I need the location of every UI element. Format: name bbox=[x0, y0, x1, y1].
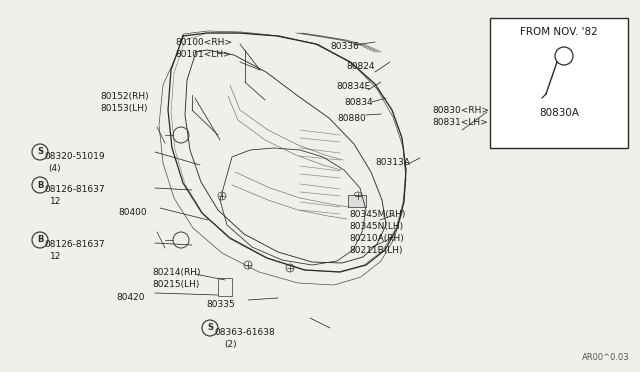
Text: B: B bbox=[37, 180, 43, 189]
Text: 12: 12 bbox=[50, 252, 61, 261]
Text: 80834E: 80834E bbox=[336, 82, 371, 91]
Text: 80830<RH>: 80830<RH> bbox=[432, 106, 489, 115]
Bar bbox=[218, 278, 232, 296]
Text: 80420: 80420 bbox=[116, 293, 145, 302]
Text: 80345M(RH): 80345M(RH) bbox=[349, 210, 405, 219]
Text: 80215(LH): 80215(LH) bbox=[152, 280, 200, 289]
Text: 80313A: 80313A bbox=[375, 158, 410, 167]
Text: 08320-51019: 08320-51019 bbox=[44, 152, 104, 161]
Text: 80152(RH): 80152(RH) bbox=[100, 92, 148, 101]
Text: 08126-81637: 08126-81637 bbox=[44, 185, 104, 194]
Text: 80211B(LH): 80211B(LH) bbox=[349, 246, 403, 255]
Text: 80100<RH>: 80100<RH> bbox=[175, 38, 232, 47]
Text: 80830A: 80830A bbox=[539, 108, 579, 118]
Text: 80400: 80400 bbox=[118, 208, 147, 217]
Text: 80214(RH): 80214(RH) bbox=[152, 268, 200, 277]
Text: 80210A(RH): 80210A(RH) bbox=[349, 234, 404, 243]
Text: 80336: 80336 bbox=[330, 42, 359, 51]
Bar bbox=[490, 18, 628, 148]
Text: S: S bbox=[207, 324, 213, 333]
Text: 80834: 80834 bbox=[344, 98, 372, 107]
Text: 08126-81637: 08126-81637 bbox=[44, 240, 104, 249]
Text: (2): (2) bbox=[224, 340, 237, 349]
Bar bbox=[348, 195, 366, 207]
Text: FROM NOV. '82: FROM NOV. '82 bbox=[520, 27, 598, 37]
Text: S: S bbox=[37, 148, 43, 157]
Text: 80824: 80824 bbox=[346, 62, 374, 71]
Text: 12: 12 bbox=[50, 197, 61, 206]
Text: 80101<LH>: 80101<LH> bbox=[175, 50, 231, 59]
Text: 80153(LH): 80153(LH) bbox=[100, 104, 147, 113]
Text: (4): (4) bbox=[48, 164, 61, 173]
Text: 08363-61638: 08363-61638 bbox=[214, 328, 275, 337]
Text: B: B bbox=[37, 235, 43, 244]
Text: 80880: 80880 bbox=[337, 114, 365, 123]
Text: 80831<LH>: 80831<LH> bbox=[432, 118, 488, 127]
Text: 80335: 80335 bbox=[206, 300, 235, 309]
Text: 80345N(LH): 80345N(LH) bbox=[349, 222, 403, 231]
Text: AR00^0.03: AR00^0.03 bbox=[582, 353, 630, 362]
